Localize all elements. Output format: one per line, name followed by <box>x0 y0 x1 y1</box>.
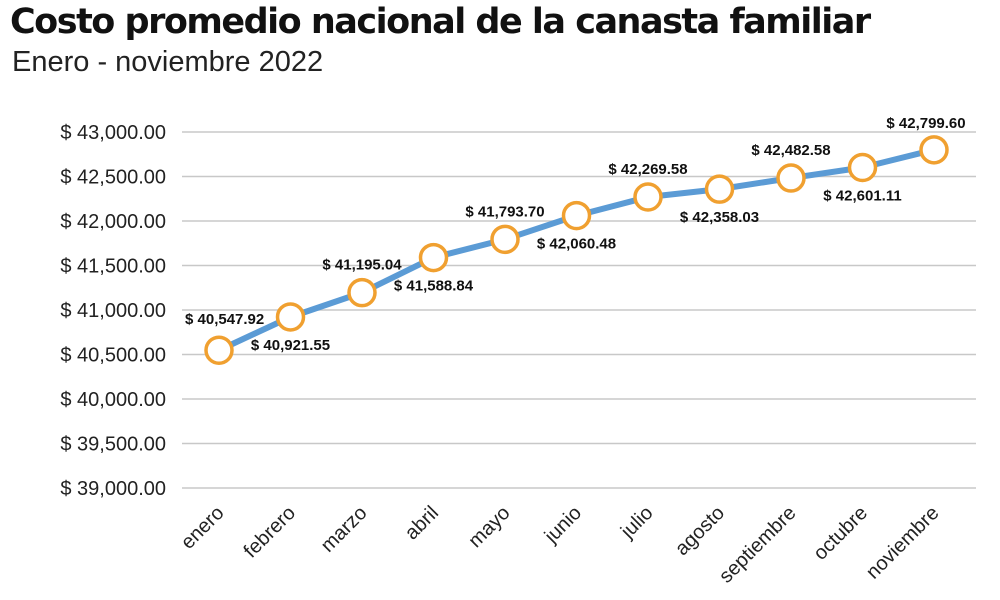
y-tick-label: $ 41,000.00 <box>60 300 166 322</box>
y-tick-label: $ 42,500.00 <box>60 167 166 189</box>
data-point <box>776 163 806 193</box>
x-tick-label: septiembre <box>715 502 801 588</box>
x-tick-label: febrero <box>240 502 300 562</box>
y-tick-label: $ 40,500.00 <box>60 345 166 367</box>
y-tick-label: $ 42,000.00 <box>60 211 166 233</box>
y-axis-tick-labels: $ 39,000.00 $ 39,500.00 $ 40,000.00 $ 40,50… <box>60 122 166 500</box>
data-label: $ 41,588.84 <box>394 278 474 295</box>
x-tick-label: noviembre <box>862 502 944 584</box>
data-point <box>347 277 377 308</box>
data-point <box>633 182 663 212</box>
y-tick-label: $ 39,500.00 <box>60 434 166 456</box>
data-label: $ 42,269.58 <box>608 161 687 178</box>
data-point <box>275 302 306 332</box>
data-label: $ 41,793.70 <box>465 203 544 220</box>
data-label: $ 40,921.55 <box>251 337 330 354</box>
data-label: $ 40,547.92 <box>185 311 264 328</box>
data-points <box>204 135 949 365</box>
x-tick-label: enero <box>177 502 229 554</box>
y-tick-label: $ 43,000.00 <box>60 122 166 144</box>
x-axis-tick-labels: enero febrero marzo abril mayo junio julio agos… <box>177 502 944 588</box>
data-point <box>919 135 949 165</box>
x-tick-label: agosto <box>671 502 729 560</box>
x-tick-label: junio <box>540 502 586 548</box>
x-tick-label: julio <box>616 502 657 543</box>
y-tick-label: $ 40,000.00 <box>60 389 166 411</box>
data-label: $ 42,358.03 <box>680 209 759 226</box>
data-point <box>561 200 592 231</box>
x-tick-label: octubre <box>809 502 872 565</box>
data-label: $ 42,060.48 <box>537 236 616 253</box>
chart-title: Costo promedio nacional de la canasta fa… <box>10 2 871 42</box>
y-tick-label: $ 39,000.00 <box>60 478 166 500</box>
data-label: $ 41,195.04 <box>322 257 402 274</box>
data-point <box>490 224 520 255</box>
data-label: $ 42,482.58 <box>751 142 830 159</box>
data-point <box>847 152 878 183</box>
x-tick-label: abril <box>401 502 443 544</box>
data-labels: $ 40,547.92 $ 40,921.55 $ 41,195.04 $ 41,58… <box>185 115 966 354</box>
data-label: $ 42,799.60 <box>886 115 965 132</box>
y-tick-label: $ 41,500.00 <box>60 256 166 278</box>
data-point <box>418 242 449 273</box>
data-point <box>704 174 735 204</box>
data-label: $ 42,601.11 <box>823 188 901 205</box>
data-point <box>204 335 234 365</box>
x-tick-label: mayo <box>464 502 514 552</box>
chart-subtitle: Enero - noviembre 2022 <box>12 46 324 78</box>
x-tick-label: marzo <box>317 502 372 557</box>
